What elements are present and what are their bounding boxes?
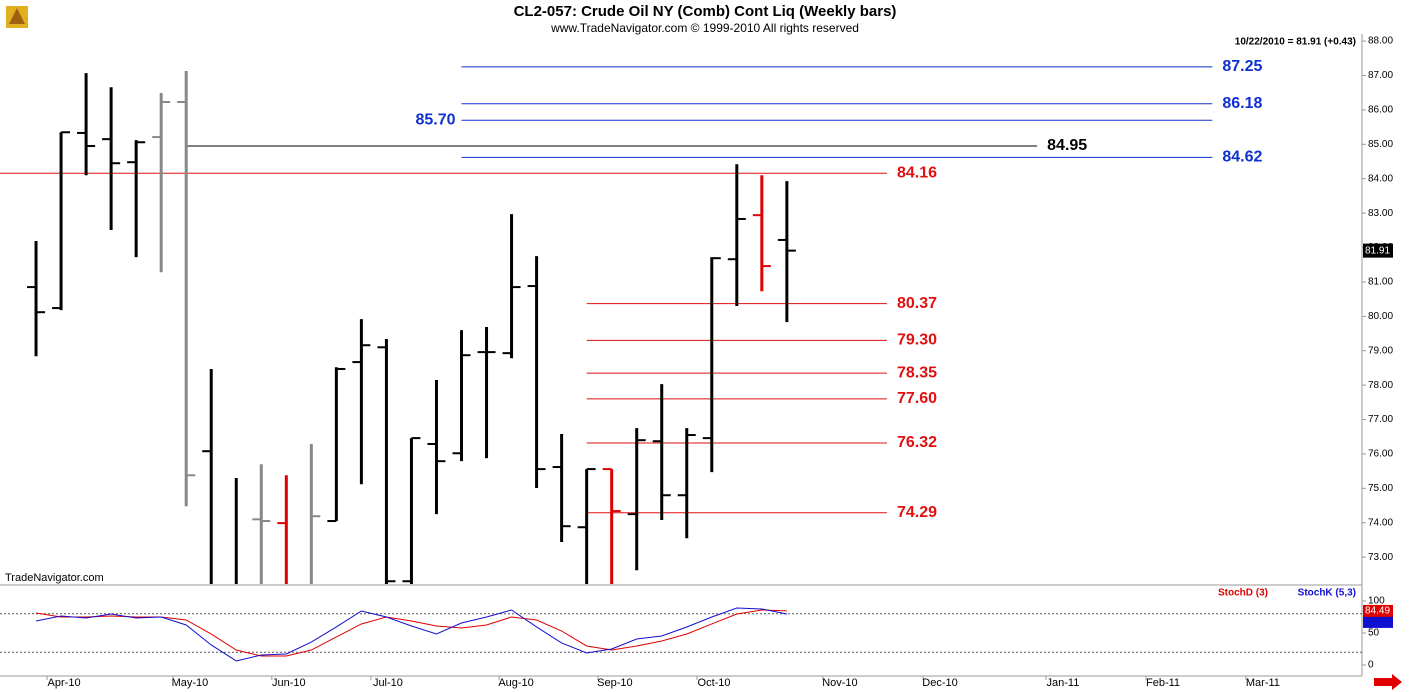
y-tick-label: 86.00 [1368,105,1393,116]
x-tick-label: Aug-10 [498,677,533,689]
level-label: 77.60 [897,390,937,407]
x-tick-label: Jan-11 [1047,677,1080,689]
stoch-last-label: 84.49 [1365,606,1390,617]
stoch-box [1363,615,1393,628]
level-label: 76.32 [897,434,937,451]
level-label: 78.35 [897,364,937,381]
x-tick-label: Jun-10 [272,677,306,689]
y-tick-label: 50 [1368,628,1380,639]
y-tick-label: 88.00 [1368,36,1393,47]
level-label: 84.16 [897,164,937,181]
y-tick-label: 87.00 [1368,70,1393,81]
level-label: 86.18 [1222,95,1262,112]
x-tick-label: Sep-10 [597,677,632,689]
y-tick-label: 80.00 [1368,311,1393,322]
level-label: 85.70 [415,111,455,128]
y-tick-label: 0 [1368,660,1374,671]
chart-title: CL2-057: Crude Oil NY (Comb) Cont Liq (W… [514,3,897,20]
x-tick-label: Feb-11 [1146,677,1180,689]
y-tick-label: 79.00 [1368,345,1393,356]
y-tick-label: 85.00 [1368,139,1393,150]
y-tick-label: 84.00 [1368,173,1393,184]
y-tick-label: 76.00 [1368,449,1393,460]
y-tick-label: 83.00 [1368,208,1393,219]
x-tick-label: Jul-10 [373,677,403,689]
x-tick-label: Dec-10 [922,677,957,689]
legend-entry: StochD (3) [1218,588,1268,599]
stoch-line [35,607,787,662]
y-tick-label: 75.00 [1368,483,1393,494]
y-tick-label: 77.00 [1368,414,1393,425]
last-quote: 10/22/2010 = 81.91 (+0.43) [1235,37,1356,48]
level-label: 74.29 [897,504,937,521]
x-tick-label: May-10 [172,677,209,689]
last-price-label: 81.91 [1365,245,1390,256]
level-label: 84.95 [1047,137,1087,154]
y-tick-label: 81.00 [1368,277,1393,288]
y-tick-label: 78.00 [1368,380,1393,391]
y-tick-label: 74.00 [1368,517,1393,528]
last-price-box [1363,243,1393,258]
scroll-arrow[interactable] [1374,674,1402,690]
stoch-box [1363,604,1393,617]
x-tick-label: Nov-10 [822,677,857,689]
level-label: 79.30 [897,332,937,349]
logo [6,6,28,28]
x-tick-label: Apr-10 [48,677,81,689]
level-label: 87.25 [1222,58,1262,75]
chart-subtitle: www.TradeNavigator.com © 1999-2010 All r… [550,21,859,35]
y-tick-label: 100 [1368,596,1385,607]
x-tick-label: Oct-10 [698,677,731,689]
x-tick-label: Mar-11 [1246,677,1280,689]
watermark: TradeNavigator.com [5,572,104,584]
level-label: 84.62 [1222,149,1262,166]
bars [27,71,796,584]
y-tick-label: 73.00 [1368,552,1393,563]
level-label: 80.37 [897,295,937,312]
legend-entry: StochK (5,3) [1298,588,1356,599]
